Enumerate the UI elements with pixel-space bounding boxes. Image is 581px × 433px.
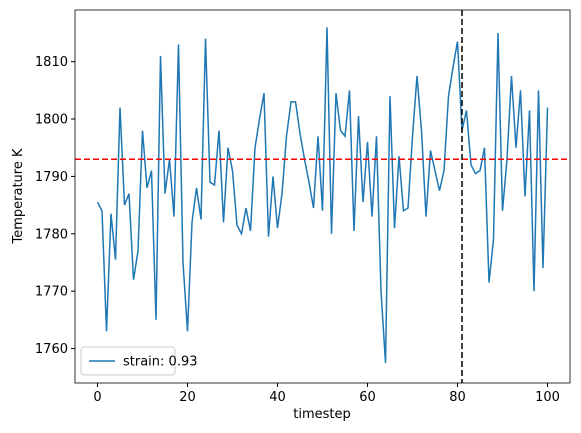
legend-box [80, 346, 176, 376]
y-axis-label: Temperature K [11, 148, 26, 244]
y-tick-label: 1760 [35, 342, 68, 357]
y-tick-label: 1800 [35, 113, 68, 128]
y-tick-label: 1780 [35, 227, 68, 242]
data-line [96, 27, 549, 363]
x-tick-label: 60 [359, 390, 376, 405]
plot-frame [74, 9, 571, 384]
x-tick-label: 100 [535, 390, 560, 405]
x-axis-label: timestep [293, 407, 351, 422]
x-tick-label: 20 [179, 390, 196, 405]
x-tick-label: 40 [269, 390, 286, 405]
legend-label: strain: 0.93 [123, 355, 198, 370]
y-tick-label: 1770 [35, 285, 68, 300]
x-tick-label: 80 [449, 390, 466, 405]
y-tick-label: 1790 [35, 170, 68, 185]
y-tick-label: 1810 [35, 55, 68, 70]
x-tick-label: 0 [93, 390, 101, 405]
